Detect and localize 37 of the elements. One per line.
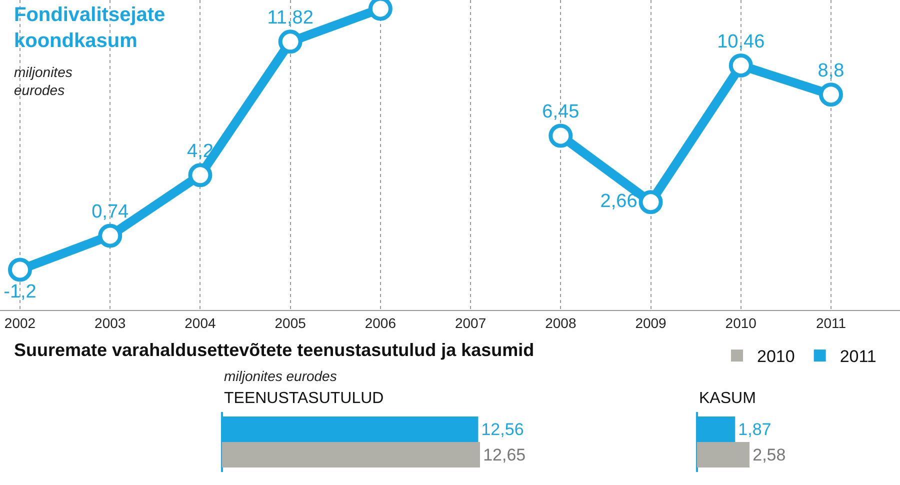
x-tick-label: 2011 — [816, 314, 846, 331]
point — [98, 224, 122, 248]
x-tick-label: 2008 — [545, 314, 576, 331]
data-label: 2,58 — [752, 445, 786, 464]
data-label: 12,56 — [481, 420, 524, 439]
data-label: 8,8 — [818, 60, 844, 82]
data-label: -1,2 — [4, 281, 36, 302]
x-tick-label: 2005 — [274, 314, 306, 331]
point — [638, 190, 663, 214]
x-tick-label: 2002 — [4, 314, 36, 331]
text: miljonites eurodes — [14, 64, 72, 98]
point — [728, 54, 753, 78]
data-label: 0,74 — [92, 201, 130, 222]
x-tick-label: 2007 — [454, 314, 486, 331]
chart-subtitle: miljonites eurodes — [224, 368, 337, 384]
point — [8, 258, 32, 282]
text: Fondivalitsejate koondkasum — [14, 4, 166, 52]
chart-title: KASUM — [699, 390, 756, 407]
point — [188, 163, 212, 188]
x-tick-label: 2010 — [725, 314, 757, 331]
point — [278, 30, 302, 54]
legend-label: 2010 — [757, 347, 795, 366]
point — [548, 124, 573, 148]
chart-title: Suuremate varahaldusettevõtete teenustasutulud ja kasumid — [14, 340, 534, 360]
data-label: 12,65 — [483, 445, 526, 464]
data-label: 6,45 — [542, 101, 580, 122]
data-label: 1,87 — [738, 420, 772, 439]
point — [819, 82, 843, 107]
x-tick-label: 2006 — [364, 314, 396, 331]
x-tick-label: 2009 — [635, 314, 667, 331]
data-label: 10,46 — [717, 31, 765, 52]
data-label: 2,66 — [600, 190, 638, 212]
text: TEENUSTASUTULUD — [224, 390, 384, 407]
x-tick-label: 2003 — [94, 314, 126, 331]
x-tick-label: 2004 — [184, 314, 216, 331]
legend-label: 2011 — [840, 347, 876, 366]
data-label: 11,82 — [267, 7, 314, 28]
